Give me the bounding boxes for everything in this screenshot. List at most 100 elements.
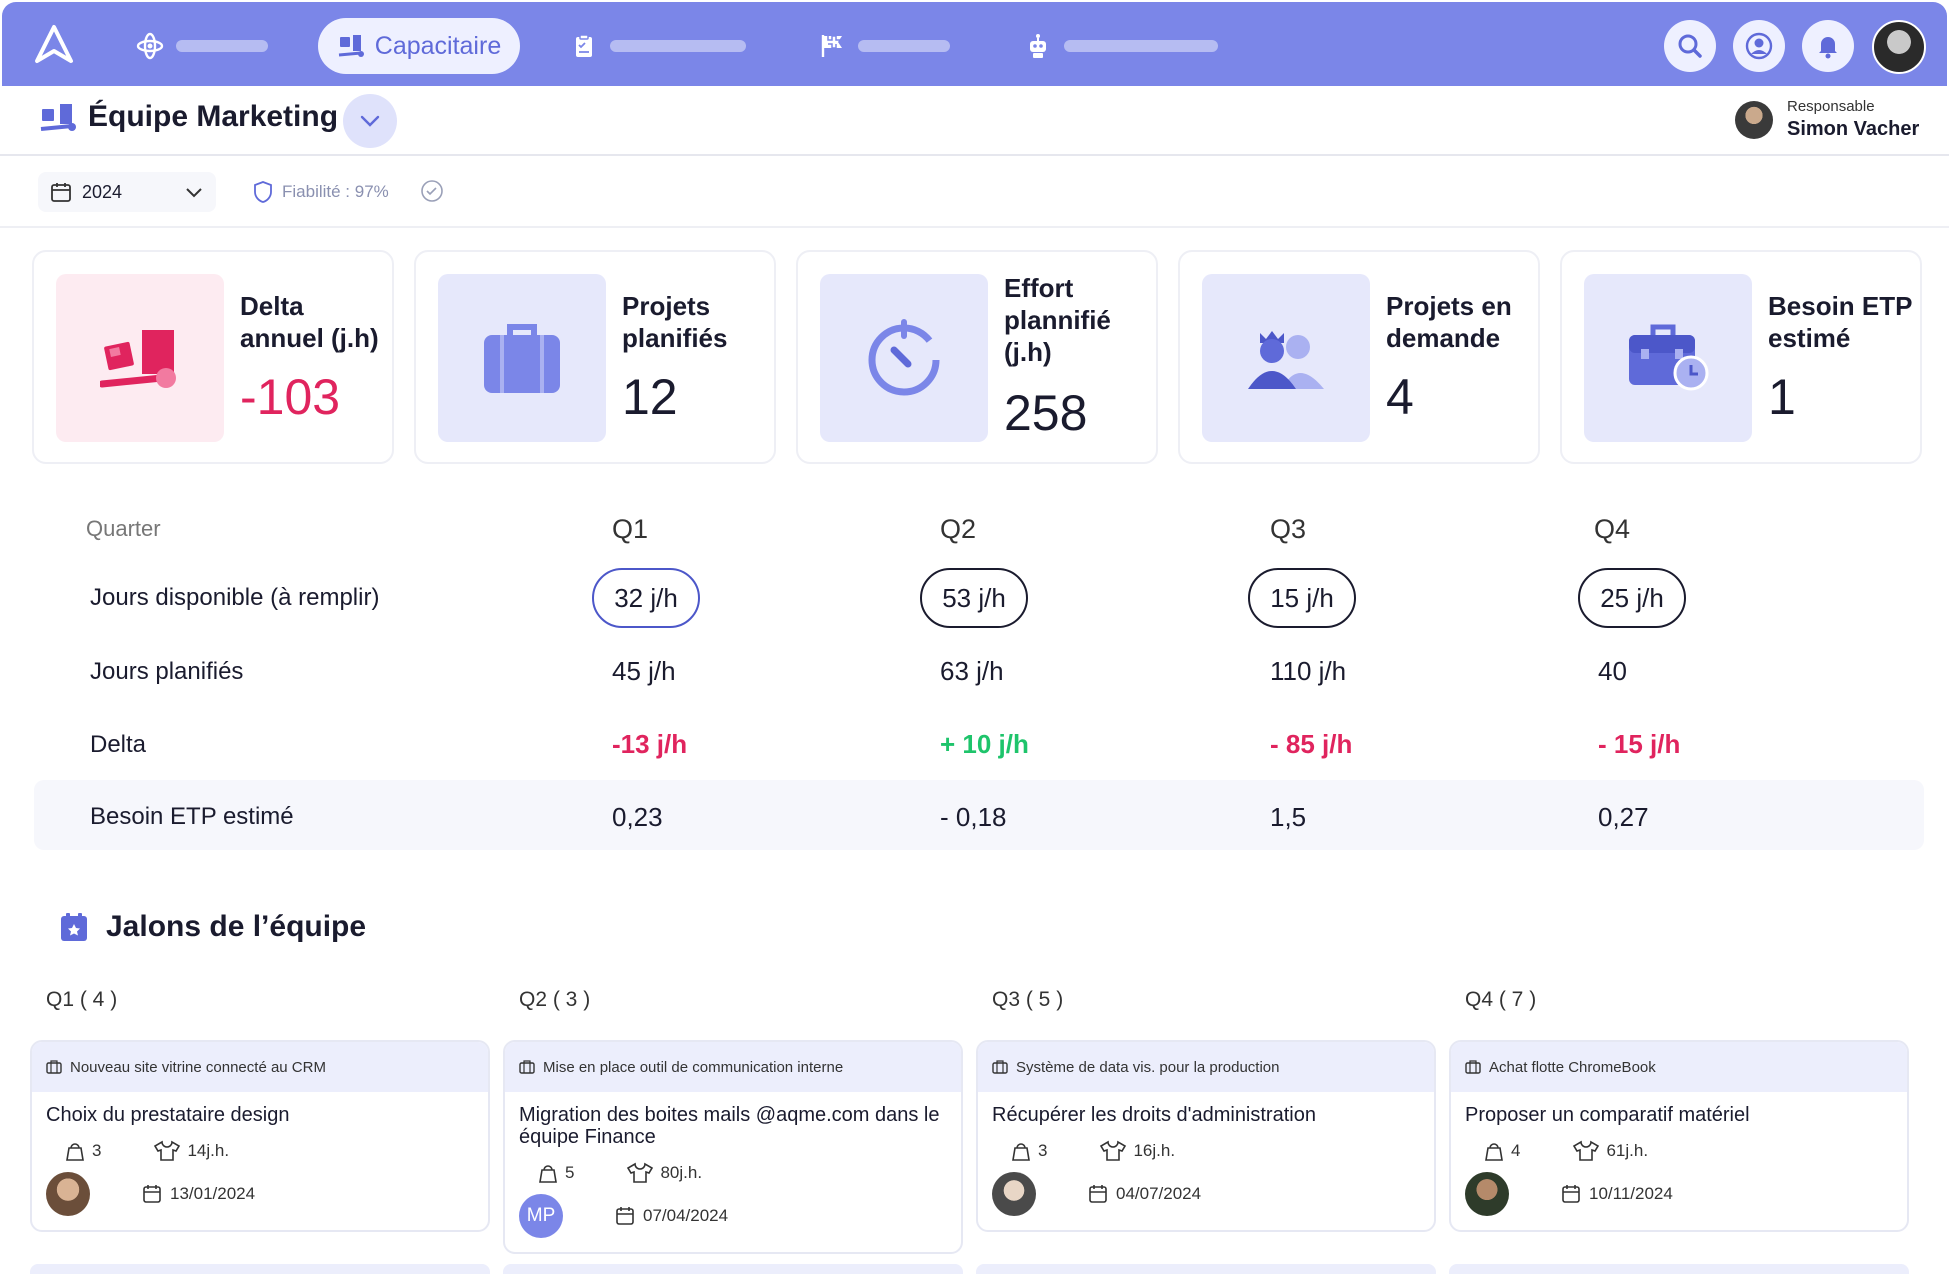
- milestone-card-next[interactable]: [503, 1264, 963, 1274]
- shield-icon: [254, 181, 272, 203]
- quarter-count-q1: Q1 ( 4 ): [46, 988, 118, 1011]
- responsable-avatar: [1735, 100, 1773, 139]
- milestone-card[interactable]: Achat flotte ChromeBook Proposer un comp…: [1449, 1040, 1909, 1232]
- assignee-avatar[interactable]: [1465, 1172, 1509, 1216]
- quarter-count-q3: Q3 ( 5 ): [992, 988, 1064, 1011]
- milestone-card[interactable]: Nouveau site vitrine connecté au CRM Cho…: [30, 1040, 490, 1232]
- milestone-card-next[interactable]: [30, 1264, 490, 1274]
- cell-besoin-etp-q1: 0,23: [612, 802, 663, 832]
- milestones-header: Jalons de l’équipe: [60, 910, 366, 944]
- nav-active-label: Capacitaire: [374, 31, 502, 60]
- check-circle-icon[interactable]: [420, 179, 444, 203]
- kpi-value: 1: [1768, 369, 1796, 425]
- nav-item-goals[interactable]: [818, 26, 950, 66]
- milestone-date: 07/04/2024: [643, 1206, 729, 1225]
- milestone-task: Proposer un comparatif matériel: [1465, 1104, 1750, 1126]
- nav-label-placeholder: [610, 40, 746, 52]
- bag-icon: [66, 1143, 84, 1161]
- page-title: Équipe Marketing: [88, 100, 339, 133]
- delivery-icon: [40, 104, 76, 131]
- milestone-meta: 3 14j.h.: [32, 1126, 488, 1162]
- fiabilite-text: Fiabilité : 97%: [282, 182, 389, 201]
- nav-item-tasks[interactable]: [570, 26, 746, 66]
- milestone-card-next[interactable]: [1449, 1264, 1909, 1274]
- top-navigation: Capacitaire: [2, 2, 1947, 86]
- milestone-effort: 80j.h.: [660, 1163, 703, 1182]
- milestone-project: Mise en place outil de communication int…: [505, 1042, 961, 1092]
- app-logo-icon[interactable]: [34, 24, 74, 64]
- kpi-icon-box: [820, 274, 988, 442]
- year-select[interactable]: 2024: [38, 172, 216, 212]
- kpi-label: Projets en demande: [1386, 291, 1512, 353]
- bag-icon: [1012, 1143, 1030, 1161]
- milestone-card-next[interactable]: [976, 1264, 1436, 1274]
- notifications-button[interactable]: [1802, 20, 1854, 72]
- nav-item-capacitaire[interactable]: Capacitaire: [318, 18, 520, 74]
- fiabilite-indicator: Fiabilité : 97%: [252, 180, 389, 204]
- briefcase-icon: [484, 324, 560, 393]
- profile-button[interactable]: [1733, 20, 1785, 72]
- kpi-label: Delta annuel (j.h): [240, 291, 379, 353]
- kpi-card-delta-annuel: Delta annuel (j.h) -103: [32, 250, 394, 464]
- nav-item-modules[interactable]: [136, 26, 268, 66]
- quarter-count-q4: Q4 ( 7 ): [1465, 988, 1537, 1011]
- input-jours-disponible-q3[interactable]: 15 j/h: [1248, 568, 1356, 628]
- milestone-date: 04/07/2024: [1116, 1184, 1202, 1203]
- cell-jours-planifies-q3: 110 j/h: [1270, 656, 1347, 686]
- responsable-label: Responsable: [1787, 98, 1875, 115]
- kpi-label: Projets planifiés: [622, 291, 728, 353]
- milestone-project-name: Achat flotte ChromeBook: [1489, 1058, 1656, 1076]
- robot-icon: [1030, 34, 1046, 58]
- row-label-jours-planifies: Jours planifiés: [90, 658, 244, 685]
- bag-icon: [539, 1165, 557, 1183]
- bell-icon: [1819, 37, 1837, 59]
- search-button[interactable]: [1664, 20, 1716, 72]
- cell-besoin-etp-q3: 1,5: [1270, 802, 1307, 832]
- milestone-project: Système de data vis. pour la production: [978, 1042, 1434, 1092]
- user-avatar[interactable]: [1872, 20, 1926, 74]
- milestone-footer: MP 07/04/2024: [505, 1184, 961, 1252]
- milestone-card[interactable]: Mise en place outil de communication int…: [503, 1040, 963, 1254]
- milestone-footer: 13/01/2024: [32, 1162, 488, 1230]
- calendar-star-icon: [61, 913, 87, 941]
- cell-besoin-etp-q4: 0,27: [1598, 802, 1649, 832]
- nav-label-placeholder: [176, 40, 268, 52]
- chevron-down-icon: [360, 115, 380, 127]
- cell-delta-q4: - 15 j/h: [1598, 729, 1681, 759]
- kpi-icon-box: [1584, 274, 1752, 442]
- milestone-effort: 16j.h.: [1133, 1141, 1176, 1160]
- kpi-icon-box: [438, 274, 606, 442]
- milestone-card[interactable]: Système de data vis. pour la production …: [976, 1040, 1436, 1232]
- table-header-q4: Q4: [1594, 514, 1631, 544]
- input-jours-disponible-q2[interactable]: 53 j/h: [920, 568, 1028, 628]
- assignee-avatar[interactable]: [46, 1172, 90, 1216]
- nav-label-placeholder: [858, 40, 950, 52]
- calendar-icon: [51, 183, 71, 202]
- calendar-icon: [143, 1185, 161, 1203]
- milestone-effort: 61j.h.: [1606, 1141, 1649, 1160]
- chevron-down-icon: [186, 188, 202, 198]
- milestone-project-name: Système de data vis. pour la production: [1016, 1058, 1280, 1076]
- nav-item-automation[interactable]: [1024, 26, 1218, 66]
- kpi-value: 258: [1004, 385, 1088, 441]
- team-header: Équipe Marketing: [40, 100, 338, 134]
- milestone-date: 13/01/2024: [170, 1184, 256, 1203]
- briefcase-icon: [992, 1060, 1008, 1074]
- flag-icon: [821, 35, 842, 57]
- calendar-icon: [616, 1207, 634, 1225]
- input-jours-disponible-q4[interactable]: 25 j/h: [1578, 568, 1686, 628]
- kpi-value: 4: [1386, 369, 1414, 425]
- team-selector-button[interactable]: [343, 94, 397, 148]
- bag-icon: [1485, 1143, 1503, 1161]
- briefcase-icon: [1465, 1060, 1481, 1074]
- tshirt-icon: [1100, 1140, 1127, 1161]
- assignee-avatar-initials[interactable]: MP: [519, 1194, 563, 1238]
- kpi-label: Besoin ETP estimé: [1768, 291, 1913, 353]
- divider: [0, 154, 1949, 156]
- input-jours-disponible-q1[interactable]: 32 j/h: [592, 568, 700, 628]
- tshirt-icon: [1573, 1140, 1600, 1161]
- responsable-block: Responsable Simon Vacher: [1735, 98, 1919, 141]
- assignee-avatar[interactable]: [992, 1172, 1036, 1216]
- row-label-delta: Delta: [90, 731, 147, 758]
- briefcase-icon: [46, 1060, 62, 1074]
